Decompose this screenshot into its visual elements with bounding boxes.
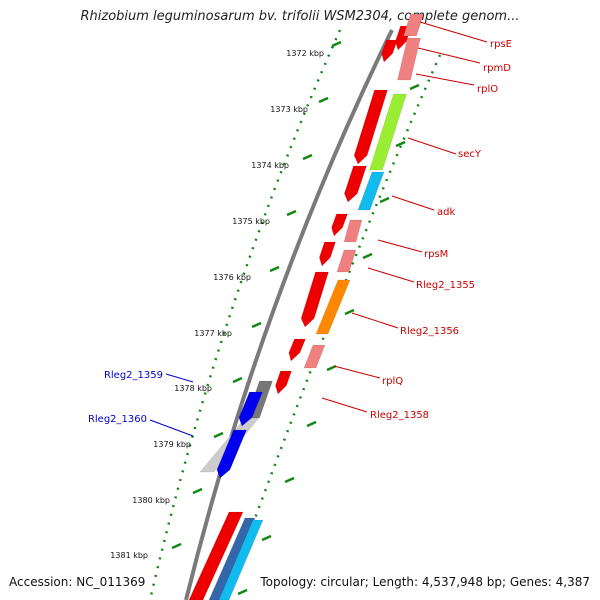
outer-tick-track	[148, 29, 342, 600]
label-leader-line	[419, 21, 488, 43]
tick-label: 1374 kbp	[251, 161, 289, 170]
tick-mark	[302, 153, 313, 161]
tick-mark	[331, 40, 342, 48]
gene-feature	[303, 344, 326, 369]
gene-feature	[216, 429, 247, 479]
tick-mark	[286, 209, 297, 217]
gene-features	[188, 13, 424, 600]
label-leader-line	[415, 73, 475, 86]
tick-label: 1373 kbp	[270, 105, 308, 114]
gene-feature	[343, 219, 363, 243]
label-leaders	[149, 21, 488, 437]
gene-feature	[397, 37, 421, 81]
label-leader-line	[391, 195, 435, 211]
label-leader-line	[165, 373, 194, 383]
tick-mark	[171, 542, 182, 550]
label-leader-line	[321, 397, 368, 413]
gene-label: Rleg2_1359	[104, 370, 163, 381]
gene-feature	[288, 338, 306, 362]
gene-label: rpsM	[424, 249, 448, 260]
gene-label: adk	[437, 207, 455, 218]
inner-tick-mark	[379, 196, 390, 204]
gene-labels: rpsE rpmD rplO secY adk rpsM Rleg2_1355 Rleg2_1…	[88, 39, 512, 425]
backbone-line	[184, 29, 394, 600]
gene-label: Rleg2_1358	[370, 410, 429, 421]
gene-label: Rleg2_1360	[88, 414, 147, 425]
label-leader-line	[333, 365, 381, 379]
gene-feature	[315, 279, 351, 335]
genome-backbone	[184, 29, 394, 600]
inner-tick-mark	[261, 534, 272, 542]
tick-mark	[192, 487, 203, 495]
tick-mark	[251, 321, 262, 329]
tick-ring: 1372 kbp 1373 kbp 1374 kbp 1375 kbp 1376 kbp…	[110, 29, 442, 600]
gene-feature	[208, 517, 256, 600]
label-leader-line	[367, 267, 415, 283]
tick-mark	[213, 431, 224, 439]
inner-tick-mark	[362, 252, 373, 260]
label-leader-line	[407, 137, 457, 155]
accession-text: Accession: NC_011369	[9, 575, 146, 589]
inner-tick-mark	[395, 140, 406, 148]
inner-tick-mark	[237, 588, 248, 596]
gene-feature	[218, 519, 264, 600]
gene-feature	[300, 271, 329, 328]
gene-label: rplO	[477, 84, 498, 95]
tick-label: 1377 kbp	[194, 329, 232, 338]
label-leader-line	[377, 239, 423, 253]
gene-feature	[381, 39, 398, 63]
gene-feature	[344, 165, 367, 203]
inner-tick-mark	[344, 308, 355, 316]
tick-label: 1378 kbp	[174, 384, 212, 393]
gene-label: secY	[458, 149, 482, 160]
tick-label: 1375 kbp	[232, 217, 270, 226]
gene-feature	[357, 171, 385, 211]
gene-feature	[353, 89, 388, 165]
inner-tick-mark	[306, 420, 317, 428]
gene-feature	[331, 213, 348, 237]
gene-feature	[238, 391, 263, 427]
gene-feature	[319, 241, 336, 267]
label-leader-line	[417, 47, 481, 64]
inner-tick-mark	[284, 476, 295, 484]
gene-feature	[275, 370, 292, 395]
tick-label: 1372 kbp	[286, 49, 324, 58]
genome-summary-text: Topology: circular; Length: 4,537,948 bp…	[260, 575, 590, 589]
tick-label: 1380 kbp	[132, 496, 170, 505]
gene-feature	[403, 13, 424, 37]
gene-label: rpmD	[483, 63, 511, 74]
tick-label: 1376 kbp	[213, 273, 251, 282]
tick-mark	[269, 265, 280, 273]
gene-label: rplQ	[382, 376, 403, 387]
gene-label: Rleg2_1355	[416, 280, 475, 291]
inner-tick-mark	[409, 83, 420, 91]
gene-feature	[369, 93, 407, 171]
gene-feature	[188, 511, 244, 600]
tick-mark	[318, 96, 329, 104]
tick-label: 1379 kbp	[153, 440, 191, 449]
tick-label: 1381 kbp	[110, 551, 148, 560]
gene-label: Rleg2_1356	[400, 326, 459, 337]
gene-label: rpsE	[490, 39, 512, 50]
tick-mark	[232, 376, 243, 384]
gene-feature	[336, 249, 357, 273]
label-leader-line	[351, 312, 399, 329]
inner-tick-mark	[326, 364, 337, 372]
label-leader-line	[149, 419, 194, 437]
